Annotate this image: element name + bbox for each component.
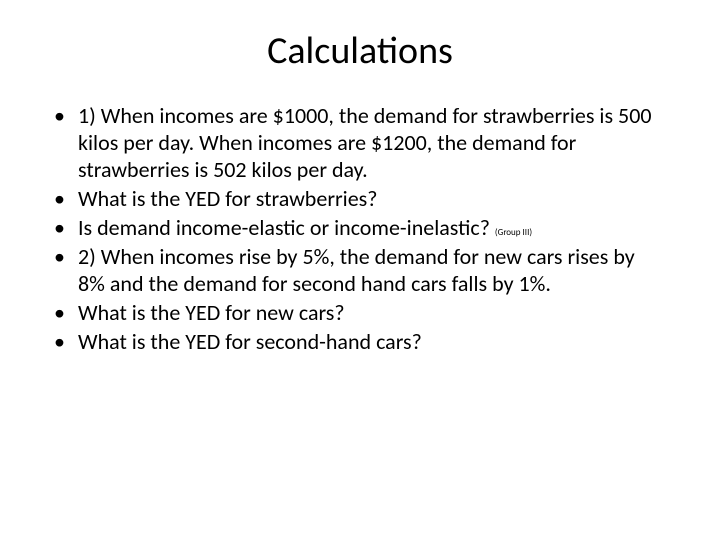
- page-title: Calculations: [50, 28, 670, 74]
- list-item: What is the YED for new cars?: [78, 299, 660, 326]
- list-item: 2) When incomes rise by 5%, the demand f…: [78, 243, 660, 297]
- bullet-list: 1) When incomes are $1000, the demand fo…: [50, 102, 670, 355]
- list-item: What is the YED for strawberries?: [78, 185, 660, 212]
- bullet-text: 2) When incomes rise by 5%, the demand f…: [78, 243, 635, 297]
- list-item: Is demand income-elastic or income-inela…: [78, 214, 660, 241]
- slide: Calculations 1) When incomes are $1000, …: [0, 0, 720, 540]
- bullet-text: 1) When incomes are $1000, the demand fo…: [78, 102, 652, 183]
- bullet-text: What is the YED for strawberries?: [78, 185, 377, 212]
- list-item: 1) When incomes are $1000, the demand fo…: [78, 102, 660, 183]
- bullet-note: (Group III): [495, 227, 532, 238]
- list-item: What is the YED for second-hand cars?: [78, 328, 660, 355]
- bullet-text: What is the YED for second-hand cars?: [78, 328, 422, 355]
- bullet-text: What is the YED for new cars?: [78, 299, 345, 326]
- bullet-text: Is demand income-elastic or income-inela…: [78, 214, 490, 241]
